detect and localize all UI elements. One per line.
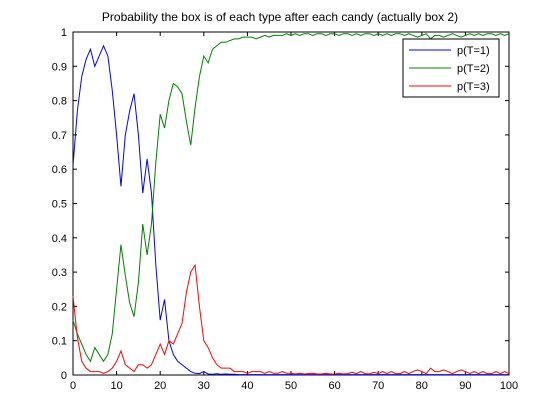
x-tick-label: 70 xyxy=(372,380,384,392)
y-tick-label: 0.5 xyxy=(52,199,67,211)
x-tick-label: 30 xyxy=(198,380,210,392)
y-tick-label: 0 xyxy=(61,370,67,382)
legend-label: p(T=1) xyxy=(457,45,490,57)
x-tick-label: 10 xyxy=(110,380,122,392)
series-line-1 xyxy=(72,44,509,376)
legend-label: p(T=3) xyxy=(457,81,490,93)
series-line-2 xyxy=(72,33,510,363)
x-tick-label: 0 xyxy=(70,380,76,392)
legend-label: p(T=2) xyxy=(457,63,490,75)
y-tick-label: 0.1 xyxy=(52,336,67,348)
x-tick-label: 60 xyxy=(328,380,340,392)
x-tick-label: 20 xyxy=(154,380,166,392)
x-tick-label: 100 xyxy=(500,380,518,392)
y-tick-label: 0.3 xyxy=(52,267,67,279)
y-tick-label: 0.7 xyxy=(52,130,67,142)
y-tick-label: 0.6 xyxy=(52,164,67,176)
y-tick-label: 0.4 xyxy=(52,233,67,245)
y-tick-label: 0.9 xyxy=(52,61,67,73)
chart-title: Probability the box is of each type afte… xyxy=(101,10,459,24)
x-tick-label: 40 xyxy=(241,380,253,392)
x-tick-label: 50 xyxy=(285,380,297,392)
y-tick-label: 1 xyxy=(61,27,67,39)
x-tick-label: 80 xyxy=(416,380,428,392)
x-tick-label: 90 xyxy=(459,380,471,392)
y-tick-label: 0.8 xyxy=(52,96,67,108)
y-tick-label: 0.2 xyxy=(52,301,67,313)
series-line-3 xyxy=(72,263,510,375)
